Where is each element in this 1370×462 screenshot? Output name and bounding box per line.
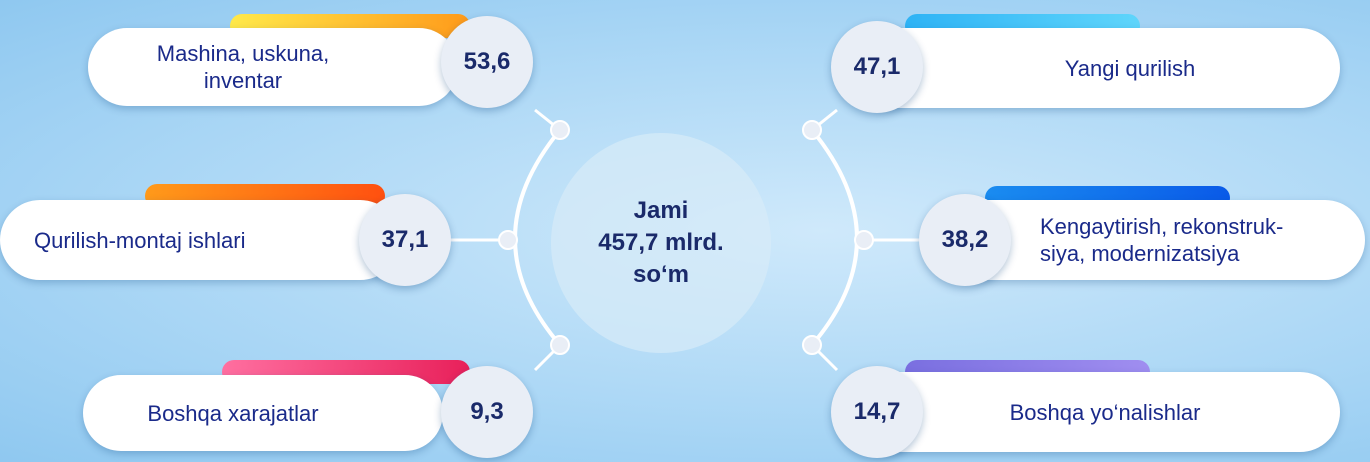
item-card: Qurilish-montaj ishlari	[0, 200, 400, 280]
total-text: so‘m	[632, 261, 689, 288]
item-value: 9,3	[441, 366, 533, 458]
item-value: 38,2	[919, 194, 1011, 286]
item-value: 37,1	[359, 194, 451, 286]
right-arc	[810, 128, 859, 347]
item-card: Mashina, uskuna, inventar	[88, 28, 458, 106]
item-label: Boshqa xarajatlar	[147, 400, 319, 426]
total-text: 457,7 mlrd.	[598, 229, 724, 256]
total-circle: Jami 457,7 mlrd. so‘m	[551, 133, 771, 353]
item-label: Yangi qurilish	[1064, 55, 1196, 81]
item-value: 14,7	[831, 366, 923, 458]
item-label: inventar	[203, 68, 283, 93]
item-card: Boshqa yo‘nalishlar	[850, 372, 1340, 452]
item-label: Mashina, uskuna,	[156, 41, 330, 66]
item-label: Boshqa yo‘nalishlar	[1009, 399, 1201, 425]
item-value: 47,1	[831, 21, 923, 113]
item-card: Boshqa xarajatlar	[83, 375, 443, 451]
item-label: siya, modernizatsiya	[1040, 241, 1240, 266]
item-card: Yangi qurilish	[850, 28, 1340, 108]
dots	[445, 108, 925, 372]
item-label: Qurilish-montaj ishlari	[34, 227, 246, 253]
item-value: 53,6	[441, 16, 533, 108]
total-text: Jami	[633, 197, 689, 224]
item-label: Kengaytirish, rekonstruk-	[1040, 214, 1284, 239]
item-card: Kengaytirish, rekonstruk-siya, moderniza…	[940, 200, 1365, 280]
